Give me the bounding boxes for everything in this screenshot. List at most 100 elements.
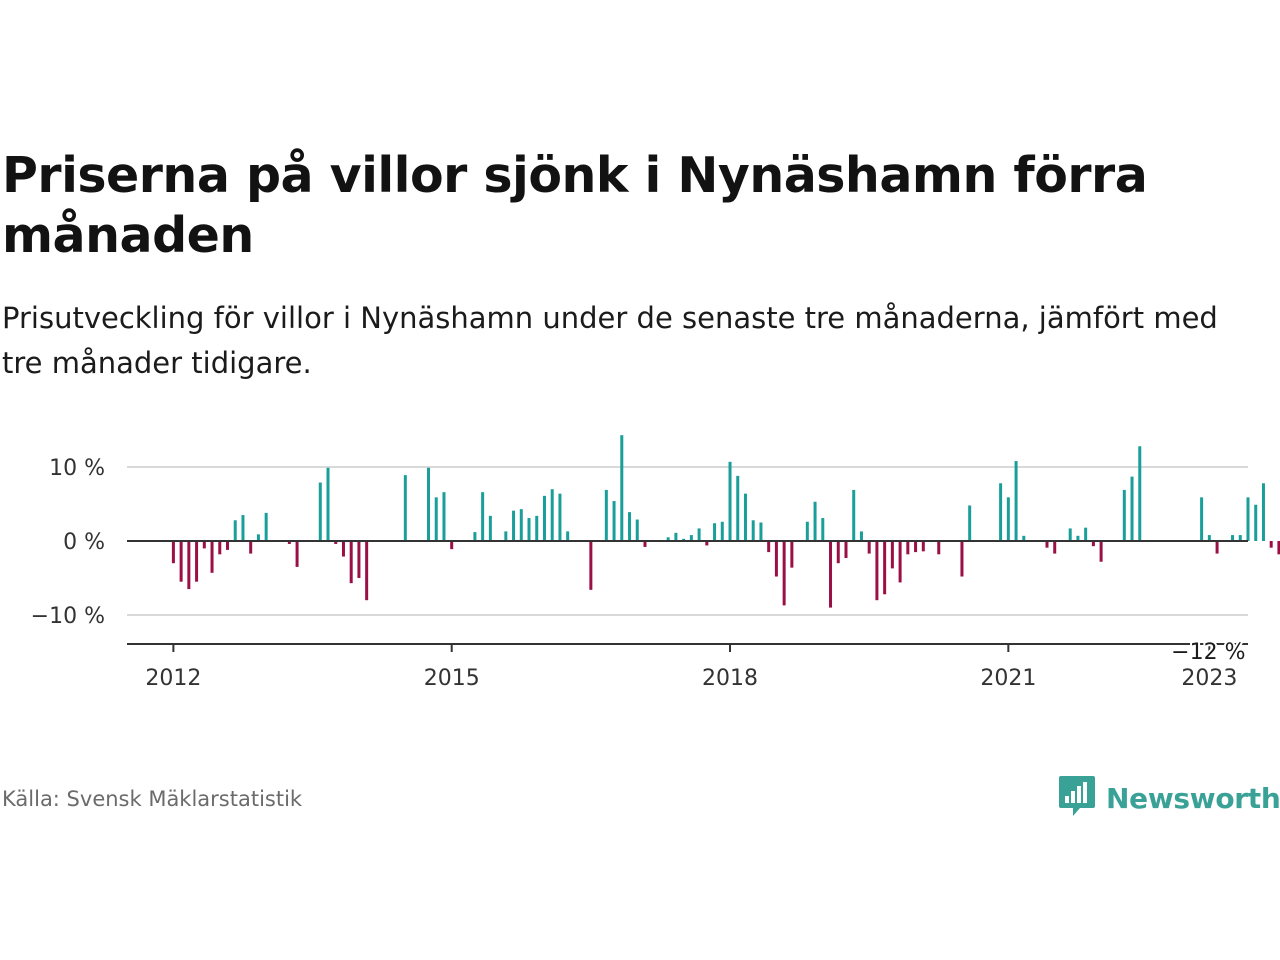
bar — [341, 541, 345, 557]
bar — [187, 541, 191, 590]
grid-lines — [127, 466, 1248, 616]
bar — [365, 541, 369, 601]
bar — [604, 489, 608, 541]
x-tick-label: 2012 — [145, 666, 201, 691]
bar — [442, 492, 446, 541]
bar — [488, 515, 492, 541]
bar — [295, 541, 299, 567]
bar — [512, 510, 516, 541]
bar — [1045, 541, 1049, 548]
bar — [782, 541, 786, 606]
bar — [558, 493, 562, 541]
annotation: −12 % — [1169, 638, 1247, 667]
bar — [836, 541, 840, 564]
bar-chart-speech-bubble-icon — [1058, 774, 1096, 822]
bar — [1261, 483, 1265, 541]
bar — [728, 461, 732, 541]
bar — [1068, 528, 1072, 541]
bar — [682, 538, 686, 541]
bar — [326, 467, 330, 541]
bar — [813, 501, 817, 541]
bar — [1022, 535, 1026, 541]
bar — [906, 541, 910, 555]
bar — [689, 535, 693, 541]
bar — [287, 541, 291, 544]
bar — [1091, 541, 1095, 547]
bar — [666, 537, 670, 541]
bar — [434, 497, 438, 541]
bar — [767, 541, 771, 553]
x-tick-label: 2021 — [980, 666, 1036, 691]
x-tick-label: 2018 — [702, 666, 758, 691]
bar — [318, 482, 322, 541]
bar — [334, 541, 338, 544]
bar — [1084, 527, 1088, 541]
brand-name: Newsworthy — [1106, 781, 1280, 815]
bar-chart: 10 % 0 % −10 % 2012 2015 2018 2021 2023 −12 % — [31, 435, 1280, 691]
chart-title: Priserna på villor sjönk i Nynäshamn för… — [2, 147, 1148, 264]
bar — [264, 512, 268, 541]
bar — [195, 541, 199, 582]
bar — [241, 515, 245, 541]
bar — [612, 501, 616, 541]
bar — [774, 541, 778, 577]
chart-subtitle: Prisutveckling för villor i Nynäshamn un… — [2, 301, 1218, 380]
bar — [550, 489, 554, 541]
bar — [1254, 504, 1258, 541]
bar — [450, 541, 454, 550]
bar — [519, 509, 523, 541]
bar — [1238, 535, 1242, 541]
source-note: Källa: Svensk Mäklarstatistik — [2, 787, 303, 811]
bar — [759, 522, 763, 541]
bar — [628, 512, 632, 541]
bar — [829, 541, 833, 608]
bar — [720, 521, 724, 541]
bar — [643, 541, 647, 547]
bar — [202, 541, 206, 549]
bar — [713, 523, 717, 541]
bar — [535, 515, 539, 541]
bar — [821, 518, 825, 541]
bar — [427, 467, 431, 541]
bar — [805, 521, 809, 541]
bar — [1006, 497, 1010, 541]
bar — [968, 505, 972, 541]
bar — [751, 520, 755, 541]
bar — [875, 541, 879, 601]
bar — [566, 531, 570, 541]
y-tick-label: 0 % — [63, 530, 105, 555]
bar — [218, 541, 222, 555]
bar — [357, 541, 361, 578]
bar — [1138, 446, 1142, 541]
bar — [1076, 535, 1080, 541]
bar — [999, 483, 1003, 541]
bar — [859, 531, 863, 541]
bar — [620, 435, 624, 541]
bar — [210, 541, 214, 573]
newsworthy-logo: Newsworthy — [1058, 774, 1280, 822]
bar — [890, 541, 894, 569]
bar — [403, 475, 407, 541]
bar — [481, 492, 485, 541]
bar — [674, 532, 678, 541]
bar — [1122, 489, 1126, 541]
bar — [790, 541, 794, 568]
bar — [1231, 535, 1235, 541]
bar — [743, 493, 747, 541]
bar — [921, 541, 925, 552]
bar — [937, 541, 941, 555]
bar — [349, 541, 353, 584]
y-tick-label: 10 % — [49, 456, 105, 481]
bar — [179, 541, 183, 582]
bar — [635, 519, 639, 541]
bar — [1200, 497, 1204, 541]
bar — [226, 541, 229, 550]
bar — [914, 541, 918, 553]
x-tick-label: 2023 — [1181, 666, 1237, 691]
bar — [249, 541, 253, 554]
bar — [960, 541, 964, 577]
bar — [705, 541, 709, 546]
bar — [542, 495, 546, 541]
x-ticks: 2012 2015 2018 2021 2023 — [145, 644, 1237, 691]
bar — [898, 541, 902, 583]
